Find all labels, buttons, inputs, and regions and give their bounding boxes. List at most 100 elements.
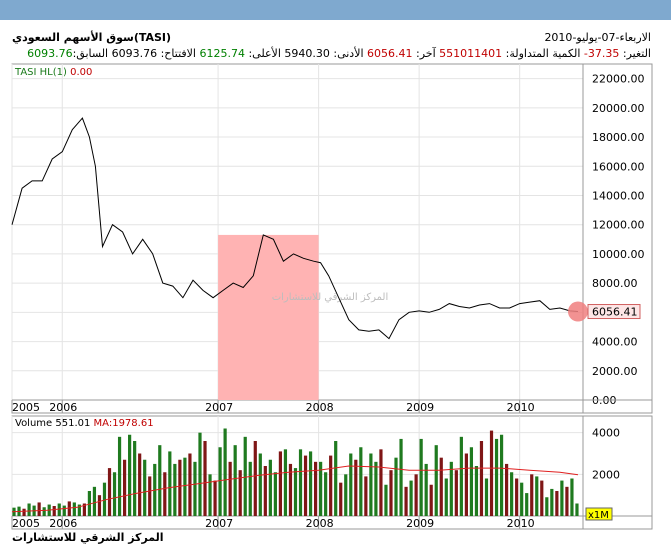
- volume-bar: [560, 480, 564, 516]
- stat-value: 5940.30: [280, 47, 334, 60]
- stat-value: 6056.41: [363, 47, 417, 60]
- volume-bar: [359, 447, 363, 516]
- volume-bar: [303, 455, 308, 516]
- volume-bar: [158, 445, 162, 516]
- stat-0: التغير: -37.35: [580, 47, 651, 60]
- volume-bar: [404, 486, 408, 516]
- stat-5: الافتتاح: 6093.76: [108, 47, 196, 60]
- stat-label: الأدنى:: [333, 47, 364, 60]
- volume-bar: [163, 472, 167, 516]
- volume-bar: [208, 474, 212, 516]
- volume-bar: [479, 441, 484, 516]
- volume-bar: [238, 470, 242, 516]
- volume-bar: [454, 470, 458, 516]
- stat-label: الافتتاح:: [160, 47, 196, 60]
- volume-bar: [484, 478, 489, 516]
- volume-bar: [489, 430, 494, 516]
- date-label: الاربعاء-07-يوليو-2010: [544, 31, 651, 44]
- volume-bar: [394, 457, 398, 516]
- volume-bar: [298, 449, 303, 516]
- volume-bar: [112, 472, 117, 516]
- volume-bar: [133, 441, 137, 516]
- x-tick-label: 2008: [306, 401, 334, 414]
- volume-bar: [449, 461, 453, 516]
- volume-bar: [117, 436, 122, 516]
- volume-bar: [77, 504, 81, 516]
- volume-bar: [42, 507, 46, 516]
- legend-indicator: HL(1): [40, 67, 70, 78]
- volume-bar: [535, 476, 539, 516]
- last-price-marker: [567, 301, 588, 322]
- volume-bar: [369, 453, 373, 516]
- volume-bar: [27, 503, 31, 516]
- unit-label-box: [585, 507, 613, 521]
- volume-bar: [379, 449, 383, 516]
- vol-y-tick-label: 4000: [592, 427, 620, 440]
- unit-label: x1M: [588, 510, 609, 521]
- volume-bar: [550, 488, 554, 516]
- volume-bar: [203, 441, 207, 516]
- volume-bar: [429, 484, 433, 516]
- volume-bar: [389, 470, 393, 516]
- y-tick-label: 18000.00: [592, 131, 645, 144]
- volume-bar: [334, 441, 338, 516]
- price-frame: [11, 63, 653, 414]
- vol-x-tick-label: 2005: [12, 517, 40, 530]
- volume-bar: [72, 502, 76, 516]
- volume-bar: [173, 463, 177, 516]
- volume-bar: [148, 476, 152, 516]
- stat-label: التغير:: [622, 47, 651, 60]
- volume-bar: [107, 468, 112, 516]
- volume-bar: [459, 436, 463, 516]
- volume-bar: [504, 463, 509, 516]
- stat-label: الكمية المتداولة:: [505, 47, 581, 60]
- volume-bar: [364, 476, 368, 516]
- vol-x-tick-label: 2008: [306, 517, 334, 530]
- ma-series-line: [11, 465, 579, 513]
- x-tick-label: 2007: [205, 401, 233, 414]
- volume-bar: [178, 459, 182, 516]
- volume-bar: [525, 493, 529, 516]
- stat-label: السابق:: [72, 47, 109, 60]
- volume-bar: [243, 436, 247, 516]
- volume-bar: [248, 461, 252, 516]
- vol-x-tick-label: 2006: [49, 517, 77, 530]
- stat-6: السابق: 6093.76: [24, 47, 109, 60]
- vol-x-tick-label: 2009: [406, 517, 434, 530]
- volume-bar: [444, 478, 448, 516]
- legend-indicator-value: 0.00: [70, 67, 92, 78]
- volume-bar: [575, 503, 579, 516]
- volume-bar: [424, 463, 428, 516]
- volume-bar: [273, 472, 277, 516]
- volume-bar: [414, 474, 418, 516]
- stat-1: الكمية المتداولة: 551011401: [436, 47, 581, 60]
- volume-bar: [138, 453, 142, 516]
- volume-bar: [494, 438, 499, 516]
- volume-bar: [122, 459, 127, 516]
- legend-symbol: TASI: [14, 67, 40, 78]
- volume-bar: [228, 461, 232, 516]
- volume-bar: [67, 501, 71, 516]
- y-tick-label: 22000.00: [592, 73, 645, 86]
- y-tick-label: 14000.00: [592, 189, 645, 202]
- volume-bar: [263, 466, 267, 516]
- watermark: المركز الشرقي للاستشارات: [272, 292, 389, 303]
- x-tick-label: 2009: [406, 401, 434, 414]
- stat-label: آخر:: [416, 47, 436, 60]
- footer-brand: المركز الشرقي للاستشارات: [12, 531, 164, 544]
- volume-bar: [143, 459, 147, 516]
- vol-x-tick-label: 2010: [507, 517, 535, 530]
- stat-3: الأدنى: 5940.30: [280, 47, 364, 60]
- volume-bar: [37, 502, 41, 516]
- volume-bar: [102, 482, 107, 516]
- legend-volume: Volume 551.01: [15, 418, 94, 429]
- stat-4: الأعلى: 6125.74: [196, 47, 280, 60]
- price-series-line: [11, 117, 579, 340]
- stat-2: آخر: 6056.41: [364, 47, 436, 60]
- volume-bar: [464, 453, 468, 516]
- volume-bar: [283, 449, 288, 516]
- volume-bar: [555, 491, 559, 516]
- y-tick-label: 16000.00: [592, 160, 645, 173]
- volume-bar: [253, 441, 257, 516]
- volume-bar: [469, 447, 474, 516]
